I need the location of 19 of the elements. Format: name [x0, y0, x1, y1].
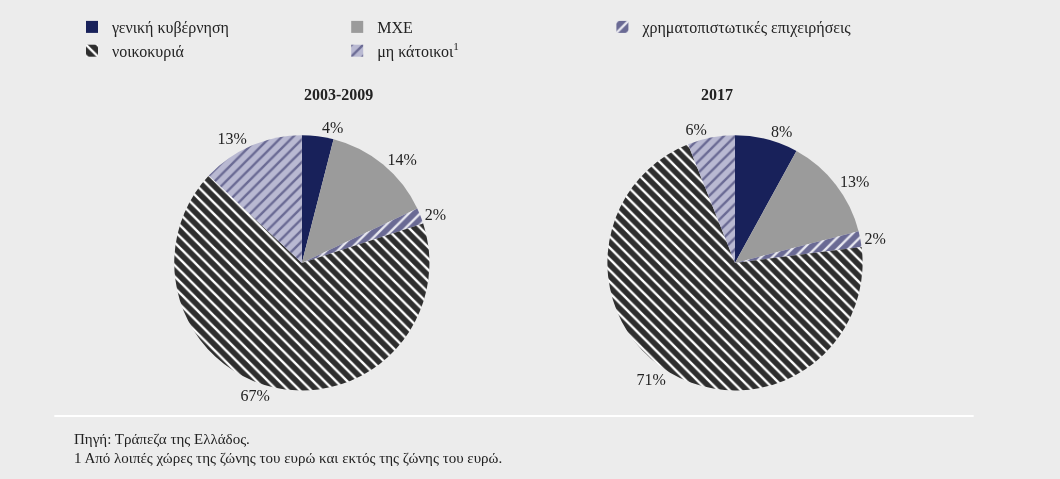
data-label: 2% [864, 230, 886, 248]
legend-label: ΜΧΕ [377, 19, 413, 37]
slice-label: 2003-2009 [304, 86, 374, 103]
data-label: 71% [636, 370, 666, 388]
legend-label: νοικοκυριά [112, 42, 185, 61]
data-label: 2% [424, 206, 447, 224]
data-label: 13% [840, 172, 870, 190]
data-label: 67% [240, 387, 270, 404]
data-label: 8% [770, 122, 793, 140]
text: 1 Από λοιπές χώρες της ζώνης του ευρώ και εκτός της ζώνης του ευρώ. [74, 450, 503, 466]
data-label: 13% [217, 130, 247, 148]
legend-label: γενική κυβέρνηση [111, 19, 229, 38]
text: Πηγή: Τράπεζα της Ελλάδος. [74, 431, 250, 447]
data-label: 14% [387, 151, 417, 169]
data-label: 4% [322, 119, 344, 137]
data-label: 6% [685, 120, 707, 138]
legend-label: μη κάτοικοι$^{1}$ [377, 40, 459, 61]
slice-label: 2017 [701, 86, 733, 103]
legend-label: χρηματοπιστωτικές επιχειρήσεις [641, 19, 852, 38]
